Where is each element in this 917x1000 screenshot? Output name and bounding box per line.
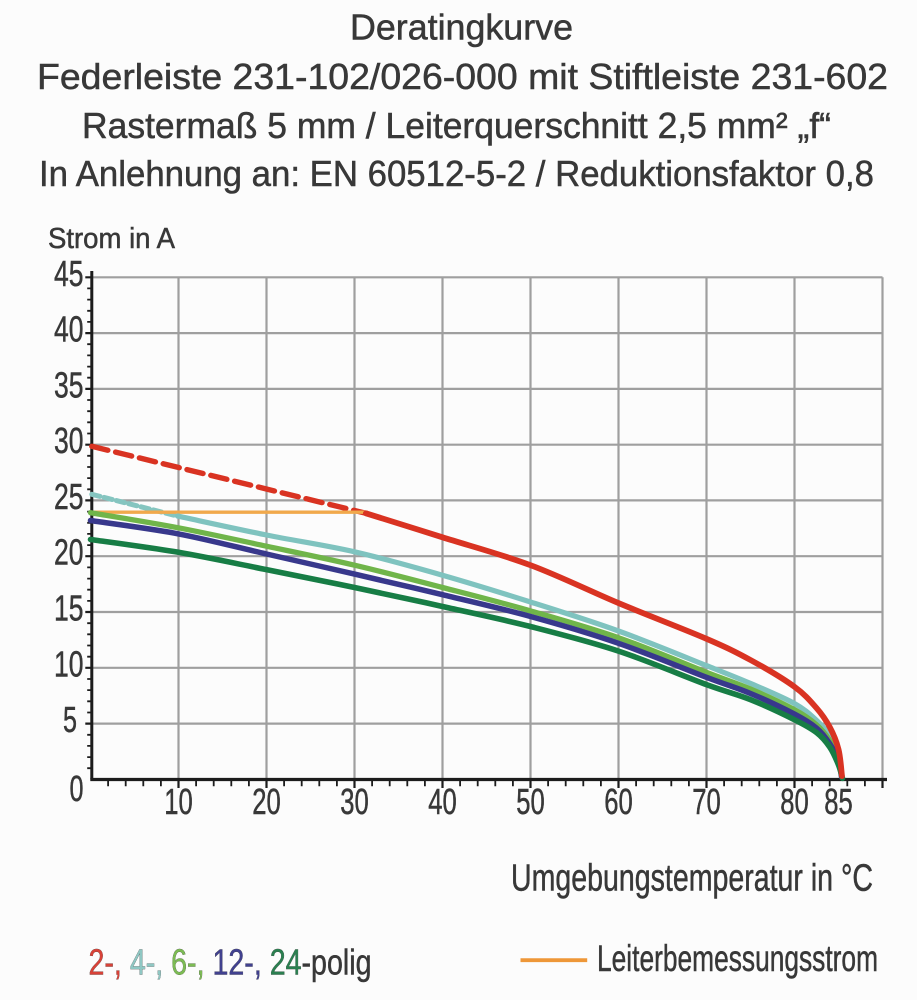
svg-text:60: 60 [604,781,633,822]
svg-text:15: 15 [54,588,84,629]
svg-text:Federleiste 231-102/026-000 mi: Federleiste 231-102/026-000 mit Stiftlei… [37,56,888,97]
svg-text:Rastermaß 5 mm / Leiterquersch: Rastermaß 5 mm / Leiterquerschnitt 2,5 m… [82,105,831,146]
svg-text:45: 45 [54,253,84,294]
svg-text:5: 5 [63,699,77,740]
svg-text:30: 30 [54,420,84,461]
svg-text:2-, 4-, 6-, 12-, 24-polig: 2-, 4-, 6-, 12-, 24-polig [89,942,372,983]
svg-text:10: 10 [164,781,193,822]
svg-text:20: 20 [54,532,84,573]
svg-text:Umgebungstemperatur in °C: Umgebungstemperatur in °C [511,858,873,900]
svg-text:85: 85 [824,781,853,822]
svg-text:35: 35 [54,364,84,405]
svg-text:10: 10 [54,643,84,684]
svg-text:Deratingkurve: Deratingkurve [350,7,573,48]
svg-text:Leiterbemessungsstrom: Leiterbemessungsstrom [597,938,878,979]
svg-text:50: 50 [516,781,545,822]
svg-text:70: 70 [692,781,721,822]
svg-text:In Anlehnung an: EN 60512-5-2: In Anlehnung an: EN 60512-5-2 / Reduktio… [39,153,874,194]
svg-text:Strom in A: Strom in A [48,223,176,255]
svg-text:80: 80 [780,781,809,822]
svg-text:20: 20 [252,781,281,822]
svg-text:0: 0 [70,768,84,809]
svg-text:40: 40 [54,309,84,350]
svg-text:40: 40 [428,781,457,822]
svg-text:30: 30 [340,781,369,822]
svg-text:25: 25 [54,476,84,517]
